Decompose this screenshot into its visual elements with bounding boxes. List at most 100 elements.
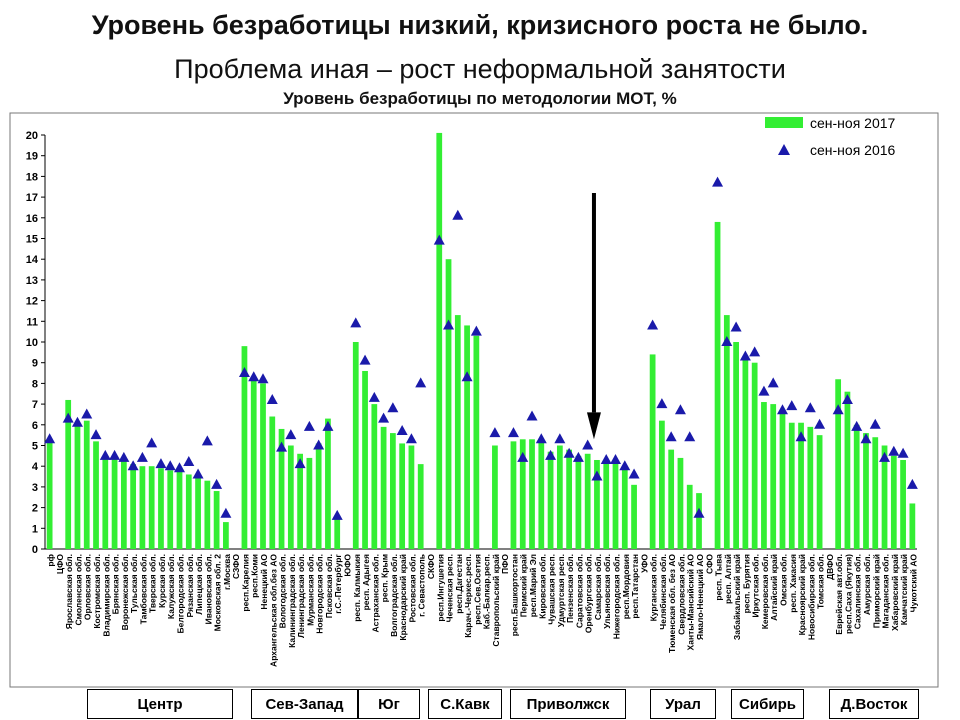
y-tick-label: 19: [26, 151, 38, 163]
category-label: рф: [46, 553, 56, 566]
marker: [628, 468, 640, 479]
category-label: ПФО: [500, 554, 510, 574]
category-label: Ростовская обл.: [407, 554, 417, 623]
category-label: Амурская обл.: [862, 554, 872, 615]
category-label: Вологодская обл.: [278, 554, 288, 628]
bar: [863, 433, 869, 549]
bar: [473, 335, 480, 549]
category-label: Саратовская обл.: [574, 554, 584, 628]
bar: [612, 462, 619, 549]
category-label: Чукотский АО: [908, 554, 918, 613]
category-label: респ.Марий Эл: [528, 554, 538, 617]
marker: [396, 425, 408, 436]
bar: [260, 383, 266, 549]
category-label: СКФО: [426, 554, 436, 579]
marker: [591, 470, 603, 481]
marker: [350, 317, 362, 328]
marker: [804, 402, 816, 413]
bar: [380, 426, 387, 549]
marker: [183, 456, 195, 467]
category-label: г. Севастополь: [417, 554, 427, 617]
category-label: Астраханская обл.: [370, 554, 380, 632]
bar: [566, 449, 573, 549]
category-label: Ярославская обл.: [64, 554, 74, 629]
category-label: г.Москва: [222, 554, 232, 590]
marker: [507, 427, 519, 438]
category-label: респ. Адыгея: [361, 554, 371, 610]
bar: [853, 424, 860, 549]
category-label: Алтайский край: [769, 554, 779, 621]
y-tick-label: 13: [26, 275, 38, 287]
marker: [266, 393, 278, 404]
category-label: Курганская обл.: [649, 554, 659, 621]
y-tick-label: 1: [32, 523, 38, 535]
bar: [315, 443, 322, 549]
marker: [535, 433, 547, 444]
marker: [461, 371, 473, 382]
marker: [795, 431, 807, 442]
bar: [306, 457, 313, 549]
chart-title: Уровень безработицы по методологии МОТ, …: [283, 89, 677, 108]
marker: [888, 445, 900, 456]
marker: [136, 451, 148, 462]
bar: [909, 503, 916, 549]
bar: [287, 445, 294, 549]
category-label: Томская обл.: [816, 554, 826, 609]
bar: [454, 315, 461, 549]
bar: [371, 404, 378, 549]
marker: [220, 507, 232, 518]
marker: [443, 319, 455, 330]
marker: [526, 410, 538, 421]
marker: [610, 453, 622, 464]
category-label: Приморский край: [871, 554, 881, 628]
marker: [211, 478, 223, 489]
bar: [139, 466, 146, 549]
bar: [538, 441, 545, 549]
y-tick-label: 6: [32, 420, 38, 432]
category-label: Челябинская обл.: [658, 554, 668, 630]
marker: [758, 385, 770, 396]
bar: [649, 354, 656, 549]
bar: [417, 464, 424, 549]
marker: [879, 451, 891, 462]
bar: [659, 420, 665, 549]
bar: [835, 379, 842, 549]
bar: [74, 424, 81, 549]
region-label: С.Кавк: [428, 689, 502, 719]
marker: [415, 377, 427, 388]
marker: [489, 427, 501, 438]
bar: [185, 474, 192, 549]
category-label: Ленинградская обл.: [296, 554, 306, 638]
bar: [278, 428, 285, 549]
category-label: респ.Татарстан: [630, 554, 640, 619]
bar: [130, 464, 137, 549]
category-label: Самарская обл.: [593, 554, 603, 620]
marker: [174, 462, 186, 473]
marker: [721, 336, 733, 346]
y-tick-label: 5: [32, 441, 38, 453]
marker: [767, 377, 779, 388]
marker: [730, 321, 742, 332]
bar: [807, 426, 814, 549]
category-label: Чеченская респ.: [445, 554, 455, 622]
bar: [464, 325, 470, 549]
marker: [647, 319, 659, 330]
category-label: Еврейская авт.обл.: [834, 554, 844, 635]
bar: [213, 491, 220, 549]
marker: [545, 449, 557, 460]
y-tick-label: 4: [32, 461, 39, 473]
bar: [195, 476, 201, 549]
y-tick-label: 0: [32, 544, 38, 556]
bar: [594, 459, 600, 549]
y-tick-label: 16: [26, 213, 38, 225]
marker: [851, 420, 863, 431]
bar: [779, 412, 786, 549]
bar: [297, 453, 303, 549]
bar: [325, 418, 331, 549]
marker: [665, 431, 677, 442]
marker: [906, 478, 918, 489]
marker: [563, 447, 575, 458]
marker: [470, 325, 482, 336]
marker: [201, 435, 213, 446]
region-label: Центр: [87, 689, 233, 719]
